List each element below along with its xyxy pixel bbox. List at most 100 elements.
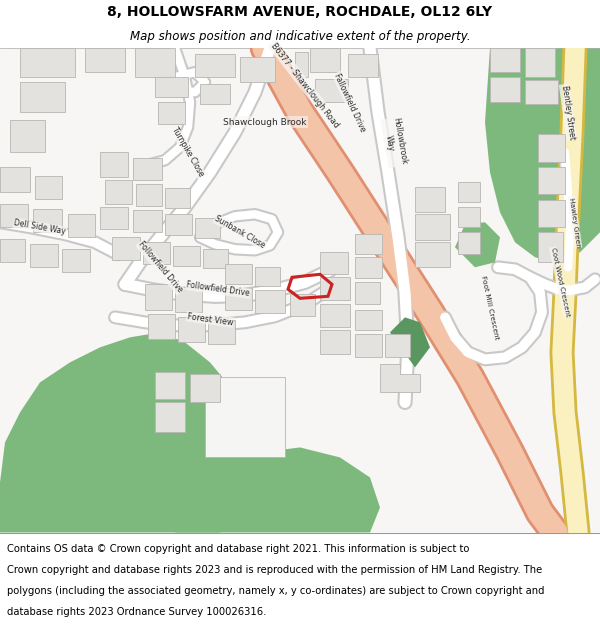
Polygon shape [200,84,230,104]
Polygon shape [35,176,62,199]
Polygon shape [538,200,565,228]
Text: 8, HOLLOWSFARM AVENUE, ROCHDALE, OL12 6LY: 8, HOLLOWSFARM AVENUE, ROCHDALE, OL12 6L… [107,5,493,19]
Polygon shape [20,82,65,112]
Polygon shape [240,57,275,82]
Polygon shape [33,209,62,232]
Polygon shape [190,374,220,402]
Polygon shape [525,80,558,104]
Text: B6377 - Shawclough Road: B6377 - Shawclough Road [269,41,341,129]
Polygon shape [68,214,95,238]
Text: Sunbank Close: Sunbank Close [213,214,267,251]
Polygon shape [320,278,350,301]
Polygon shape [225,288,252,311]
Polygon shape [455,222,500,268]
Polygon shape [320,304,350,328]
Polygon shape [415,214,450,240]
Polygon shape [148,314,175,339]
Text: Coot Wood Crescent: Coot Wood Crescent [550,247,570,318]
Text: database rights 2023 Ordnance Survey 100026316.: database rights 2023 Ordnance Survey 100… [7,608,266,618]
Polygon shape [415,188,445,213]
Polygon shape [320,253,348,274]
Polygon shape [355,311,382,331]
Polygon shape [385,334,410,357]
Polygon shape [0,204,28,228]
Polygon shape [295,52,308,77]
Text: Forest View: Forest View [187,312,233,327]
Text: Turnpike Close: Turnpike Close [170,126,206,179]
Polygon shape [203,249,228,268]
Polygon shape [133,210,162,232]
Polygon shape [100,152,128,178]
Polygon shape [355,258,382,278]
Polygon shape [195,218,220,238]
Polygon shape [255,268,280,286]
Polygon shape [155,402,185,432]
Polygon shape [490,77,520,102]
Polygon shape [173,246,200,266]
Text: Followfield Drive: Followfield Drive [186,281,250,298]
Text: Crown copyright and database rights 2023 and is reproduced with the permission o: Crown copyright and database rights 2023… [7,565,542,575]
Polygon shape [458,182,480,203]
Polygon shape [205,378,285,458]
Polygon shape [380,364,420,392]
Text: Foot Mill Crescent: Foot Mill Crescent [480,274,500,340]
Polygon shape [0,168,30,192]
Polygon shape [348,54,378,77]
Polygon shape [105,180,132,204]
Polygon shape [458,232,480,254]
Polygon shape [538,134,565,162]
Polygon shape [143,242,170,264]
Polygon shape [485,48,600,262]
Polygon shape [178,318,205,342]
Polygon shape [30,244,58,268]
Polygon shape [355,282,380,304]
Text: Followfield Drive: Followfield Drive [136,240,184,294]
Text: Bentley Street: Bentley Street [560,84,576,140]
Polygon shape [175,288,202,312]
Polygon shape [100,208,128,229]
Text: Contains OS data © Crown copyright and database right 2021. This information is : Contains OS data © Crown copyright and d… [7,544,470,554]
Text: Fallowfield Drive: Fallowfield Drive [332,71,367,132]
Polygon shape [155,372,185,399]
Polygon shape [175,448,380,532]
Polygon shape [355,234,382,254]
Polygon shape [62,249,90,272]
Polygon shape [145,284,172,311]
Polygon shape [525,48,555,77]
Polygon shape [225,264,252,284]
Text: Dell Side Way: Dell Side Way [13,218,67,236]
Polygon shape [390,318,430,368]
Polygon shape [315,79,348,102]
Polygon shape [135,48,175,77]
Polygon shape [355,334,382,357]
Text: Hollowbrook
Way: Hollowbrook Way [382,117,409,168]
Polygon shape [320,331,350,354]
Polygon shape [0,332,255,532]
Text: Hawley Green: Hawley Green [568,197,581,248]
Polygon shape [165,214,192,235]
Polygon shape [158,102,185,124]
Text: Shawclough Brook: Shawclough Brook [223,118,307,127]
Polygon shape [85,48,125,72]
Polygon shape [310,48,340,72]
Polygon shape [538,168,565,194]
Polygon shape [538,232,563,262]
Polygon shape [255,290,285,313]
Polygon shape [0,239,25,262]
Polygon shape [415,242,450,268]
Polygon shape [165,188,190,208]
Polygon shape [195,54,235,77]
Text: polygons (including the associated geometry, namely x, y co-ordinates) are subje: polygons (including the associated geome… [7,586,545,596]
Polygon shape [290,294,315,316]
Polygon shape [136,184,162,206]
Polygon shape [155,77,188,97]
Polygon shape [10,120,45,152]
Polygon shape [458,208,480,227]
Text: Map shows position and indicative extent of the property.: Map shows position and indicative extent… [130,29,470,42]
Polygon shape [0,48,600,532]
Polygon shape [133,158,162,180]
Polygon shape [208,321,235,344]
Polygon shape [112,238,140,260]
Polygon shape [490,48,520,72]
Polygon shape [20,48,75,77]
